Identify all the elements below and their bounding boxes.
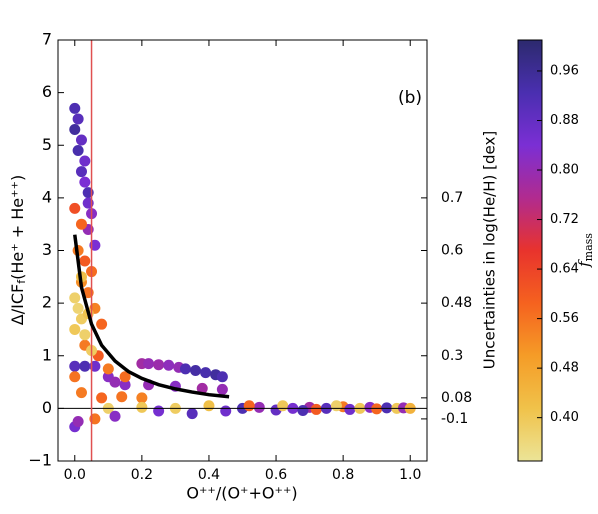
y-tick-label: 4 [42,187,52,206]
point [143,358,155,370]
point [297,404,309,416]
colorbar-label-main: f [575,259,593,268]
point [109,376,121,388]
annotation: (b) [398,88,422,108]
point [79,255,91,267]
y-tick-label: 3 [42,240,52,259]
x-tick-label: 0.4 [198,467,220,483]
point [153,359,165,371]
point [153,405,165,417]
point [69,371,81,383]
y2-tick-label: 0.08 [441,390,472,406]
point [69,292,81,304]
point [203,400,215,412]
y-axis-label: Δ/ICFf(He⁺ + He⁺⁺) [8,175,29,325]
y2-axis-label: Uncertainties in log(He/H) [dex] [481,131,499,369]
colorbar-tick-label: 0.64 [550,262,579,277]
point [79,329,91,341]
point [79,176,91,188]
point [96,318,108,330]
point [196,382,208,394]
y-tick-label: 2 [42,293,52,312]
x-tick-label: 1.0 [399,467,421,483]
colorbar-tick-label: 0.72 [550,212,579,227]
point [186,408,198,420]
point [277,400,289,412]
point [69,323,81,335]
point [119,379,131,391]
colorbar-tick-label: 0.40 [550,410,579,425]
point [69,123,81,135]
point [216,371,228,383]
colorbar-tick-label: 0.48 [550,361,579,376]
y-label-sub: f [15,279,28,284]
colorbar-tick-label: 0.96 [550,63,579,78]
point [72,145,84,157]
point [344,403,356,415]
colorbar-tick-label: 0.88 [550,113,579,128]
y2-tick-label: 0.7 [441,190,463,206]
point [109,410,121,422]
point [371,403,383,415]
x-axis-label: O⁺⁺/(O⁺+O⁺⁺) [186,484,297,503]
y-label-main: Δ/ICF [8,284,27,325]
point [136,401,148,413]
x-tick-label: 0.6 [265,467,287,483]
point [75,218,87,230]
point [72,302,84,314]
fit-curve [73,234,230,399]
y2-tick-label: 0.6 [441,243,463,259]
y-tick-label: 1 [42,345,52,364]
point [163,359,175,371]
points [69,102,416,433]
point [75,387,87,399]
point [72,113,84,125]
point [75,134,87,146]
point [243,400,255,412]
colorbar-tick-label: 0.80 [550,163,579,178]
point [79,360,91,372]
x-tick-label: 0.2 [131,467,153,483]
point [310,403,322,415]
point [220,405,232,417]
point [69,102,81,114]
y-label-rest: (He⁺ + He⁺⁺) [8,175,27,280]
plot-frame [57,39,428,462]
colorbar [517,39,543,462]
y-tick-label: 5 [42,135,52,154]
point [190,364,202,376]
point [102,363,114,375]
colorbar-label: fmass [575,233,595,268]
point [330,400,342,412]
point [116,391,128,403]
point [136,392,148,404]
point [69,360,81,372]
y-tick-label: 7 [42,30,52,49]
y2-tick-label: 0.48 [441,295,472,311]
y2-tick-label: -0.1 [441,411,468,427]
point [216,383,228,395]
point [75,166,87,178]
point [96,392,108,404]
point [381,402,393,414]
point [119,371,131,383]
point [69,202,81,214]
point [200,367,212,379]
point [79,155,91,167]
x-tick-label: 0.0 [64,467,86,483]
x-tick-label: 0.8 [332,467,354,483]
y-tick-label: 6 [42,82,52,101]
point [72,416,84,428]
y-tick-label: 0 [42,398,52,417]
y-tick-label: −1 [28,451,52,470]
colorbar-tick-label: 0.56 [550,311,579,326]
point [253,401,265,413]
y2-tick-label: 0.3 [441,348,463,364]
point [179,363,191,375]
colorbar-label-sub: mass [582,233,595,262]
